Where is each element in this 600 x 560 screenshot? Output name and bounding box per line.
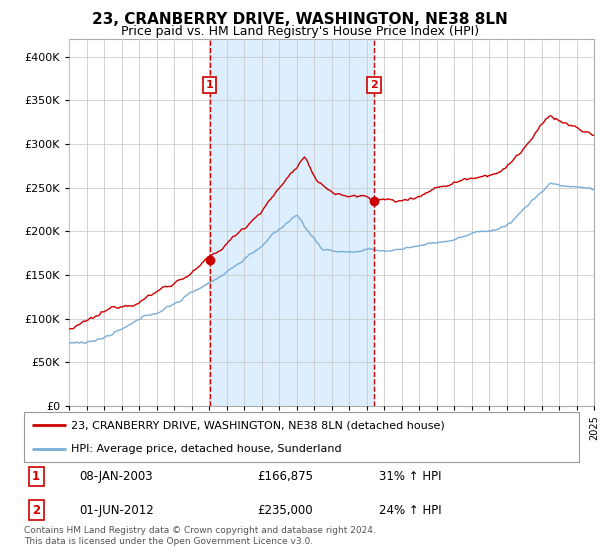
Text: HPI: Average price, detached house, Sunderland: HPI: Average price, detached house, Sund… bbox=[71, 445, 342, 454]
Text: £166,875: £166,875 bbox=[257, 470, 313, 483]
Text: 1: 1 bbox=[206, 80, 214, 90]
Text: 23, CRANBERRY DRIVE, WASHINGTON, NE38 8LN: 23, CRANBERRY DRIVE, WASHINGTON, NE38 8L… bbox=[92, 12, 508, 27]
Text: 01-JUN-2012: 01-JUN-2012 bbox=[79, 504, 154, 517]
Text: 24% ↑ HPI: 24% ↑ HPI bbox=[379, 504, 442, 517]
Text: 2: 2 bbox=[32, 504, 40, 517]
Text: 2: 2 bbox=[370, 80, 378, 90]
Text: Price paid vs. HM Land Registry's House Price Index (HPI): Price paid vs. HM Land Registry's House … bbox=[121, 25, 479, 38]
Text: 31% ↑ HPI: 31% ↑ HPI bbox=[379, 470, 442, 483]
Text: 1: 1 bbox=[32, 470, 40, 483]
Text: 08-JAN-2003: 08-JAN-2003 bbox=[79, 470, 153, 483]
Text: 23, CRANBERRY DRIVE, WASHINGTON, NE38 8LN (detached house): 23, CRANBERRY DRIVE, WASHINGTON, NE38 8L… bbox=[71, 420, 445, 430]
Bar bbox=[209, 39, 374, 406]
FancyBboxPatch shape bbox=[24, 412, 579, 462]
Text: Contains HM Land Registry data © Crown copyright and database right 2024.
This d: Contains HM Land Registry data © Crown c… bbox=[24, 526, 376, 546]
Text: £235,000: £235,000 bbox=[257, 504, 313, 517]
